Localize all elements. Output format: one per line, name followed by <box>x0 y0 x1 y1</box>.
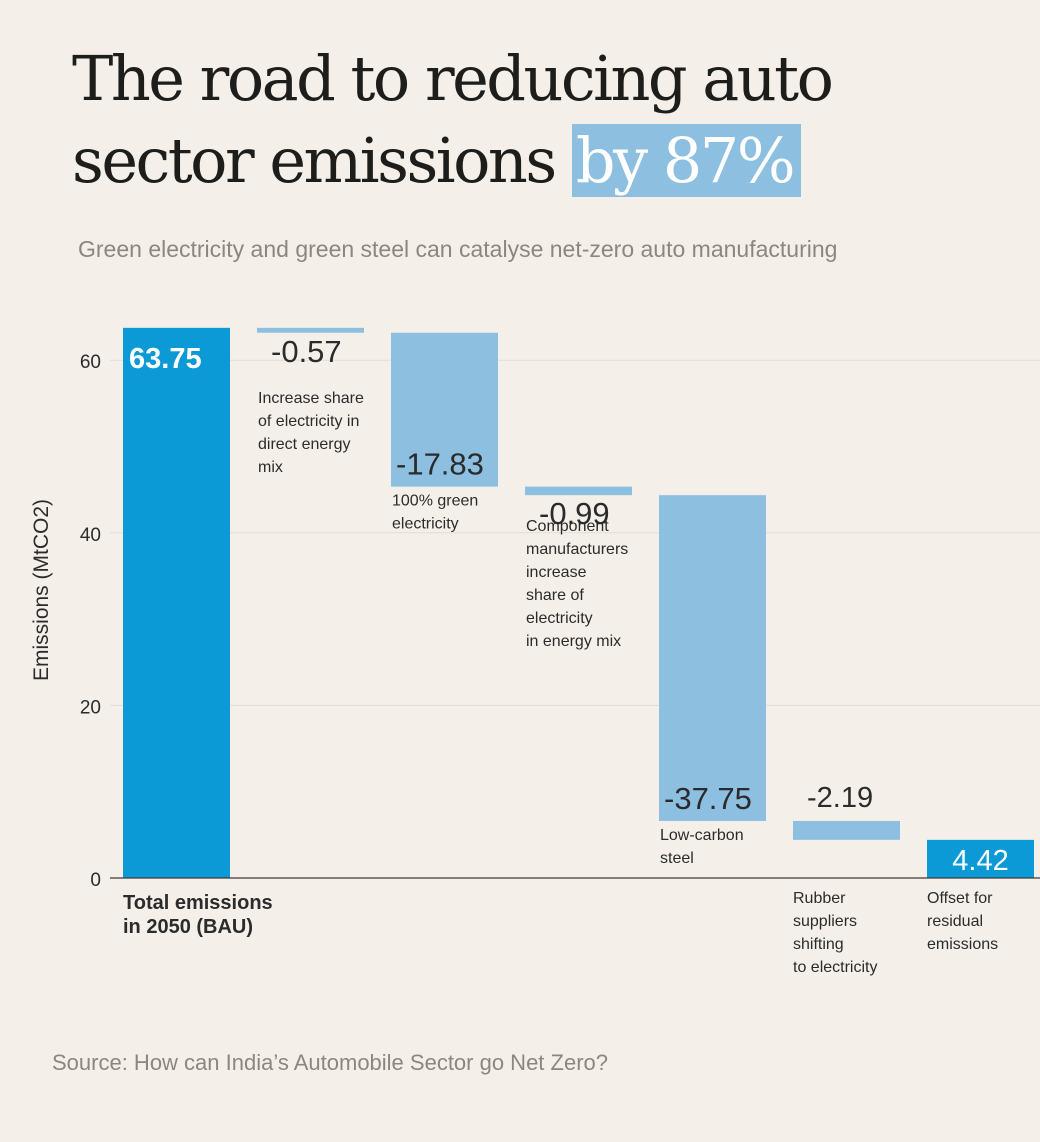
category-label-4-line: Component <box>526 518 609 535</box>
bar-3 <box>391 332 498 487</box>
bar-1 <box>123 327 230 878</box>
value-label-3: -17.83 <box>396 447 484 482</box>
category-label-4-line: share of <box>526 587 584 604</box>
category-label-6-line: to electricity <box>793 959 877 976</box>
category-label-1-line: Total emissions <box>123 892 273 914</box>
bar-2 <box>257 327 364 333</box>
category-label-7-line: Offset for <box>927 890 993 907</box>
y-axis-label: Emissions (MtCO2) <box>30 499 53 681</box>
category-label-1: Total emissions in 2050 (BAU) <box>123 892 273 938</box>
value-label-2: -0.57 <box>271 334 342 369</box>
waterfall-chart: 0 20 40 60 Emissions (MtCO2) 63.75 Total emiss… <box>30 327 1040 976</box>
value-label-4: -0.99 <box>539 496 610 531</box>
category-label-6-line: Rubber <box>793 890 846 907</box>
category-label-6-line: shifting <box>793 936 844 953</box>
category-label-2-line: of electricity in <box>258 413 359 430</box>
bar-6 <box>793 820 900 840</box>
category-label-1-line: in 2050 (BAU) <box>123 916 253 938</box>
y-tick-label: 20 <box>80 697 101 718</box>
category-label-5-line: Low-carbon <box>660 827 744 844</box>
category-label-6-line: suppliers <box>793 913 857 930</box>
chart-title: The road to reducing auto sector emissio… <box>72 38 1022 202</box>
category-label-4-line: manufacturers <box>526 541 628 558</box>
category-label-7-line: residual <box>927 913 983 930</box>
value-label-7: 4.42 <box>952 845 1008 877</box>
category-label-4-line: electricity <box>526 610 593 627</box>
bar-7 <box>927 839 1034 878</box>
y-tick-label: 0 <box>90 870 101 891</box>
value-label-6: -2.19 <box>807 782 873 814</box>
category-label-4-line: in energy mix <box>526 633 621 650</box>
category-label-4: Component manufacturers increase share of el… <box>526 518 628 650</box>
source-note: Source: How can India’s Automobile Secto… <box>52 1050 609 1075</box>
category-label-3-line: 100% green <box>392 493 478 510</box>
y-tick-label: 40 <box>80 525 101 546</box>
category-label-6: Rubber suppliers shifting to electricity <box>793 890 877 976</box>
category-label-5-line: steel <box>660 850 694 867</box>
chart-subtitle: Green electricity and green steel can ca… <box>78 236 838 262</box>
bar-5 <box>659 495 766 821</box>
y-tick-label: 60 <box>80 352 101 373</box>
value-label-5: -37.75 <box>664 781 752 816</box>
category-label-7-line: emissions <box>927 936 998 953</box>
category-label-4-line: increase <box>526 564 587 581</box>
category-label-5: Low-carbon steel <box>660 827 744 867</box>
category-label-2-line: direct energy <box>258 436 351 453</box>
category-label-2: Increase share of electricity in direct en… <box>258 390 364 476</box>
chart-title-main: The road to reducing auto sector emissio… <box>72 42 834 197</box>
chart-title-highlight: by 87% <box>571 124 802 197</box>
category-label-2-line: Increase share <box>258 390 364 407</box>
category-label-2-line: mix <box>258 459 283 476</box>
category-label-3: 100% green electricity <box>392 493 478 533</box>
category-label-3-line: electricity <box>392 516 459 533</box>
category-label-7: Offset for residual emissions <box>927 890 998 953</box>
bar-4 <box>525 486 632 496</box>
value-label-1: 63.75 <box>129 343 202 375</box>
